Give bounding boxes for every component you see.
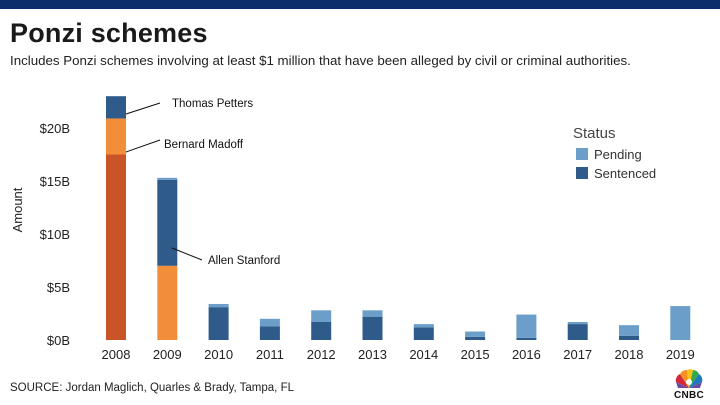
- bar-segment: [465, 336, 486, 340]
- legend-title: Status: [573, 125, 616, 142]
- chart-subtitle: Includes Ponzi schemes involving at leas…: [10, 53, 631, 68]
- x-tick-label: 2019: [666, 347, 695, 362]
- bar-segment: [106, 154, 126, 340]
- legend-label: Pending: [594, 147, 642, 162]
- x-tick-label: 2015: [461, 347, 490, 362]
- annotation-label: Bernard Madoff: [164, 139, 244, 151]
- bar-segment: [413, 324, 434, 328]
- bar-segment: [516, 337, 537, 340]
- cnbc-logo: CNBC: [662, 366, 716, 402]
- bar-segment: [208, 303, 229, 308]
- bar-segment: [567, 321, 588, 325]
- legend-swatch: [576, 148, 588, 160]
- bar-segment: [311, 310, 332, 322]
- y-tick-label: $15B: [40, 174, 70, 189]
- x-tick-label: 2008: [102, 347, 131, 362]
- annotation-label: Thomas Petters: [172, 98, 253, 110]
- bar-segment: [516, 314, 537, 338]
- x-tick-label: 2011: [256, 347, 284, 362]
- x-tick-label: 2014: [409, 347, 438, 362]
- bar-segment: [619, 335, 639, 340]
- bar-segment: [259, 318, 280, 327]
- bar-segment: [413, 327, 434, 340]
- x-tick-label: 2013: [358, 347, 387, 362]
- x-tick-label: 2018: [615, 347, 644, 362]
- bar-segment: [567, 324, 588, 340]
- top-bar: [0, 0, 720, 9]
- legend-label: Sentenced: [594, 166, 656, 181]
- logo-text: CNBC: [673, 390, 705, 401]
- bar-segment: [106, 96, 126, 119]
- bar-segment: [465, 331, 486, 337]
- x-tick-label: 2017: [563, 347, 592, 362]
- y-tick-label: $5B: [47, 280, 70, 295]
- bar-segment: [670, 306, 691, 340]
- annotation-line: [125, 139, 161, 153]
- bar-segment: [157, 179, 178, 266]
- y-tick-label: $0B: [47, 333, 70, 348]
- nbc-peacock-icon: [675, 369, 703, 388]
- annotation-label: Allen Stanford: [208, 255, 280, 267]
- y-tick-label: $10B: [40, 227, 70, 242]
- bar-segment: [362, 316, 383, 340]
- bar-segment: [106, 118, 126, 155]
- annotation-line: [171, 247, 203, 261]
- x-tick-label: 2016: [512, 347, 541, 362]
- y-tick-label: $20B: [40, 121, 70, 136]
- x-tick-label: 2012: [307, 347, 336, 362]
- x-tick-label: 2010: [204, 347, 233, 362]
- bar-segment: [208, 307, 229, 340]
- chart-title: Ponzi schemes: [10, 18, 208, 48]
- bar-segment: [157, 265, 178, 340]
- bar-segment: [311, 321, 332, 340]
- bar-segment: [157, 177, 178, 180]
- legend-swatch: [576, 167, 588, 179]
- bar-segment: [259, 326, 280, 340]
- bar-segment: [362, 310, 383, 317]
- y-axis-label: Amount: [10, 187, 25, 232]
- x-tick-label: 2009: [153, 347, 182, 362]
- bar-segment: [619, 325, 639, 336]
- annotation-line: [125, 102, 161, 115]
- source-note: SOURCE: Jordan Maglich, Quarles & Brady,…: [10, 382, 294, 394]
